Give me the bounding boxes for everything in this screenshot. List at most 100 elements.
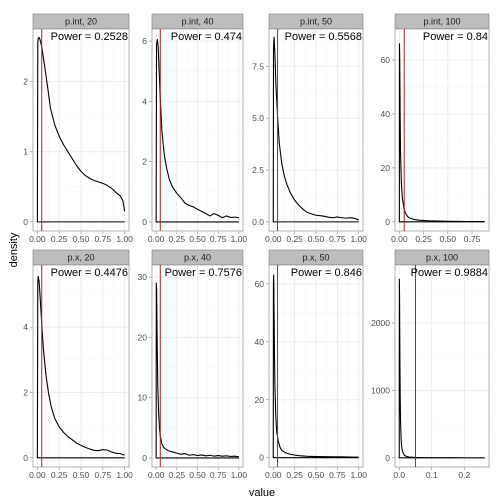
y-tick-label: 20: [255, 395, 265, 405]
y-tick-label: 40: [381, 109, 391, 119]
y-tick-label: 7.5: [252, 61, 264, 71]
x-tick-label: 0.50: [308, 470, 325, 480]
panel-background: [394, 28, 490, 232]
facet-strip-label: p.x, 100: [426, 253, 458, 263]
y-tick-label: 0: [385, 217, 390, 227]
x-tick-label: 0.0: [393, 470, 405, 480]
y-tick-label: 0: [385, 453, 390, 463]
x-tick-label: 0.50: [73, 234, 90, 244]
density-curve: [36, 36, 126, 223]
density-curve: [36, 275, 125, 459]
x-axis-title: value: [249, 487, 275, 499]
x-tick-label: 1.00: [231, 470, 248, 480]
facet-strip-label: p.x, 40: [184, 253, 211, 263]
y-tick-label: 10: [138, 393, 148, 403]
power-annotation: Power = 0.84: [423, 31, 488, 43]
y-tick-label: 2: [142, 157, 147, 167]
y-tick-label: 2000: [371, 318, 390, 328]
density-curve: [155, 38, 239, 223]
x-tick-label: 0.75: [210, 234, 227, 244]
power-annotation: Power = 0.4476: [51, 267, 128, 279]
y-tick-label: 1: [23, 147, 28, 157]
power-annotation: Power = 0.2528: [51, 31, 128, 43]
facet-panel: p.int, 20 0.00 0.25 0.50 0.75 1.00 0 1 2 Power = …: [23, 13, 133, 244]
panel-background: [394, 264, 490, 468]
y-tick-label: 60: [255, 279, 265, 289]
y-tick-label: 2.5: [252, 165, 264, 175]
power-annotation: Power = 0.7576: [165, 267, 242, 279]
facet-strip-label: p.x, 50: [302, 253, 329, 263]
x-tick-label: 0.75: [464, 234, 481, 244]
density-curve: [398, 278, 485, 459]
x-tick-label: 0.25: [169, 234, 186, 244]
x-tick-label: 0.1: [426, 470, 438, 480]
y-tick-label: 0: [23, 217, 28, 227]
density-curve: [272, 274, 359, 459]
x-tick-label: 1.00: [116, 234, 133, 244]
x-tick-label: 0.75: [329, 470, 346, 480]
facet-strip-label: p.int, 20: [65, 17, 97, 27]
y-tick-label: 0.0: [252, 217, 264, 227]
facet-strip-label: p.int, 100: [423, 17, 460, 27]
x-tick-label: 0.75: [210, 470, 227, 480]
x-tick-label: 0.25: [415, 234, 432, 244]
density-curve: [272, 36, 359, 223]
facet-panel: p.int, 50 0.00 0.25 0.50 0.75 1.00 0.0 2.5 5.0 7.…: [252, 13, 367, 244]
y-axis-title: density: [8, 232, 20, 267]
x-tick-label: 1.00: [116, 470, 133, 480]
density-curve: [398, 43, 485, 223]
facet-panel: p.int, 40 0.00 0.25 0.50 0.75 1.00 0 2 4 6 Power =…: [142, 13, 248, 244]
power-annotation: Power = 0.9884: [411, 267, 488, 279]
x-tick-label: 1.00: [350, 234, 367, 244]
facet-strip-label: p.x, 20: [67, 253, 94, 263]
y-tick-label: 6: [142, 36, 147, 46]
x-tick-label: 0.75: [95, 234, 112, 244]
y-tick-label: 1000: [371, 385, 390, 395]
x-tick-label: 0.25: [286, 234, 303, 244]
x-tick-label: 1.00: [231, 234, 248, 244]
x-tick-label: 0.75: [329, 234, 346, 244]
power-annotation: Power = 0.846: [291, 267, 362, 279]
x-tick-label: 0.00: [391, 234, 408, 244]
gridlines: [33, 29, 129, 231]
y-tick-label: 40: [255, 337, 265, 347]
x-tick-label: 0.75: [95, 470, 112, 480]
y-tick-label: 4: [142, 96, 147, 106]
y-tick-label: 2: [23, 77, 28, 87]
density-curve: [155, 282, 239, 459]
facet-panel: p.x, 40 0.00 0.25 0.50 0.75 1.00 0 10 20 30 Power …: [138, 249, 248, 480]
gridlines: [33, 265, 129, 467]
facet-strip-label: p.int, 40: [181, 17, 213, 27]
y-tick-label: 30: [138, 272, 148, 282]
y-tick-label: 0: [142, 217, 147, 227]
x-tick-label: 0.50: [440, 234, 457, 244]
x-tick-label: 0.50: [189, 234, 206, 244]
x-tick-label: 0.25: [169, 470, 186, 480]
power-annotation: Power = 0.5568: [285, 31, 362, 43]
facet-panel: p.x, 20 0.00 0.25 0.50 0.75 1.00 0 2 4 Power = 0.…: [23, 249, 133, 480]
facet-panel: p.int, 100 0.00 0.25 0.50 0.75 0 20 40 60 Power =…: [381, 13, 490, 244]
facet-panel: p.x, 100 0.0 0.1 0.2 0 1000 2000 Power = 0.9884: [371, 249, 490, 480]
y-tick-label: 0: [142, 453, 147, 463]
x-tick-label: 0.50: [189, 470, 206, 480]
y-tick-label: 0: [23, 453, 28, 463]
power-annotation: Power = 0.474: [171, 31, 242, 43]
x-tick-label: 0.00: [265, 234, 282, 244]
x-tick-label: 1.00: [350, 470, 367, 480]
y-tick-label: 60: [381, 55, 391, 65]
y-tick-label: 5.0: [252, 113, 264, 123]
y-tick-label: 0: [259, 453, 264, 463]
x-tick-label: 0.00: [29, 470, 46, 480]
x-tick-label: 0.25: [51, 470, 68, 480]
facet-strip-label: p.int, 50: [300, 17, 332, 27]
facet-panel: p.x, 50 0.00 0.25 0.50 0.75 1.00 0 20 40 60 Power …: [255, 249, 367, 480]
x-tick-label: 0.00: [29, 234, 46, 244]
x-tick-label: 0.50: [308, 234, 325, 244]
y-tick-label: 20: [381, 163, 391, 173]
x-tick-label: 0.25: [286, 470, 303, 480]
x-tick-label: 0.25: [51, 234, 68, 244]
x-tick-label: 0.00: [148, 470, 165, 480]
x-tick-label: 0.00: [265, 470, 282, 480]
